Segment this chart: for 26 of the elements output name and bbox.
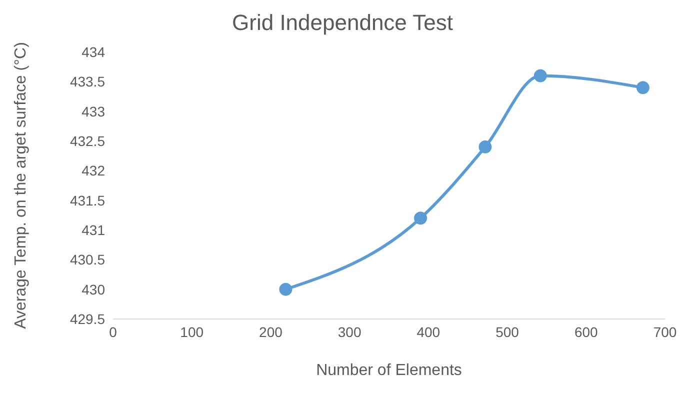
point (414, 212, 428, 225)
y-tick-label: 433.5 (70, 74, 106, 90)
point (279, 282, 292, 296)
x-axis-title: Number of Elements (316, 362, 462, 379)
y-tick-label: 432 (82, 162, 106, 179)
y-tick-label: 430 (82, 281, 106, 298)
x-tick-label: 700 (653, 324, 677, 340)
x-tick-label: 500 (496, 324, 520, 340)
x-tick-label: 300 (338, 324, 362, 340)
x-tick-label: 0 (109, 324, 118, 340)
chart-title: Grid Independnce Test (231, 10, 454, 36)
y-tick-label: 429.5 (70, 310, 106, 327)
y-tick-label: 431 (82, 222, 106, 238)
x-tick-label: 100 (180, 324, 204, 340)
y-tick-label: 434 (82, 44, 106, 60)
x-tick-label: 400 (416, 324, 440, 340)
y-tick-label: 431.5 (70, 192, 106, 208)
x-tick-label: 600 (574, 324, 598, 340)
y-tick-label: 432.5 (70, 132, 106, 149)
y-tick-label: 430.5 (70, 252, 106, 268)
point (534, 69, 547, 82)
x-tick-label: 200 (259, 324, 283, 340)
y-tick-label: 433 (82, 103, 106, 120)
y-axis-title: Average Temp. on the arget surface (°C) (12, 42, 30, 329)
point (636, 81, 650, 94)
point (478, 140, 492, 154)
